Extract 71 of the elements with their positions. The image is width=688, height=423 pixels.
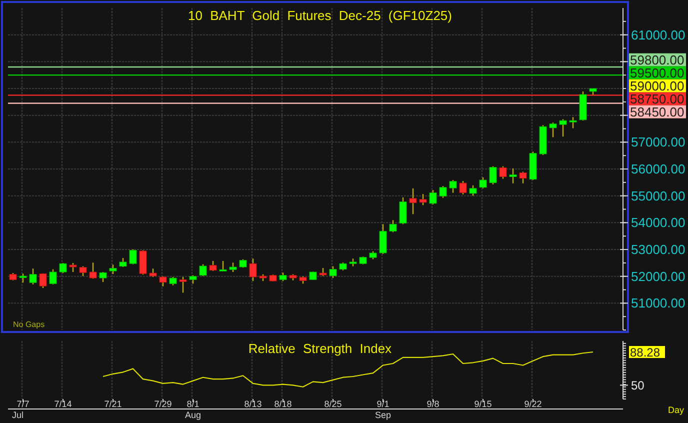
candlestick <box>219 260 227 272</box>
candlestick <box>249 258 257 282</box>
annotation: No Gaps <box>13 320 45 329</box>
candlestick <box>459 180 467 196</box>
ref-line-label: 59800.00 <box>630 52 684 68</box>
candlestick <box>49 268 57 285</box>
candlestick <box>69 262 77 273</box>
x-tick-label: 7/29 <box>154 399 172 409</box>
candlestick <box>79 266 87 277</box>
x-tick-label: 7/21 <box>104 399 122 409</box>
candlestick <box>559 118 567 138</box>
y-tick-label: 50 <box>631 378 645 392</box>
x-tick-label: 7/14 <box>54 399 72 409</box>
ref-line-label: 59500.00 <box>630 65 684 80</box>
y-tick-label: 59000.00 <box>630 78 684 94</box>
candlestick <box>379 224 387 255</box>
candlestick <box>129 248 137 265</box>
y-tick-label: 52000.00 <box>631 268 686 284</box>
x-tick-label: 9/15 <box>474 399 492 409</box>
x-tick-label: 8/25 <box>324 399 342 409</box>
annotation: Sep <box>375 410 392 420</box>
candlestick <box>329 266 337 279</box>
candlestick <box>89 262 97 280</box>
text: Jul <box>12 410 24 420</box>
y-tick-label: 61000.00 <box>631 27 686 42</box>
x-tick-label: 8/1 <box>186 399 200 409</box>
x-tick-label: 9/8 <box>426 399 440 409</box>
y-tick-label: 57000.00 <box>631 134 686 150</box>
candlestick <box>179 276 187 294</box>
y-tick-label: 54000.00 <box>631 215 686 230</box>
x-tick-label: 8/13 <box>244 399 262 409</box>
candlestick <box>549 122 557 138</box>
candlestick <box>119 257 127 268</box>
x-tick-label: 7/7 <box>16 399 30 409</box>
candlestick <box>409 188 417 215</box>
candlestick <box>59 262 67 274</box>
candlestick <box>99 271 107 283</box>
y-tick-label: 51000.00 <box>631 296 686 311</box>
candlestick <box>569 116 577 129</box>
candlestick <box>139 250 147 276</box>
candlestick <box>29 268 37 285</box>
candlestick <box>489 166 497 185</box>
candlestick <box>469 184 477 196</box>
candlestick <box>399 196 407 225</box>
candlestick <box>509 168 517 184</box>
candlestick <box>209 260 217 272</box>
y-tick-label: 56000.00 <box>631 162 686 177</box>
candlestick <box>519 171 527 184</box>
chart-title: 10 BAHT Gold Futures Dec-25 (GF10Z25) <box>188 8 452 23</box>
candlestick <box>229 262 237 273</box>
candlestick <box>429 189 437 206</box>
chart-title: Relative Strength Index <box>248 341 392 356</box>
x-tick-label: 9/1 <box>376 399 390 409</box>
candlestick <box>449 179 457 194</box>
x-tick-label: 8/18 <box>274 399 292 409</box>
candlestick <box>199 264 207 277</box>
candlestick <box>389 220 397 233</box>
candlestick <box>109 264 117 275</box>
candlestick <box>499 166 507 180</box>
text: Day <box>668 405 685 415</box>
candlestick <box>479 176 487 189</box>
ref-line-label: 58750.00 <box>630 91 684 106</box>
y-tick-label: 53000.00 <box>631 242 686 258</box>
y-tick-label: 55000.00 <box>631 188 686 204</box>
candlestick <box>419 193 427 206</box>
annotation: Aug <box>185 410 202 420</box>
x-tick-label: 9/22 <box>524 399 542 409</box>
ref-line-label: 58450.00 <box>630 104 684 120</box>
candlestick <box>439 185 447 198</box>
candlestick <box>39 272 47 289</box>
y-tick-label: 88.28 <box>630 345 660 360</box>
